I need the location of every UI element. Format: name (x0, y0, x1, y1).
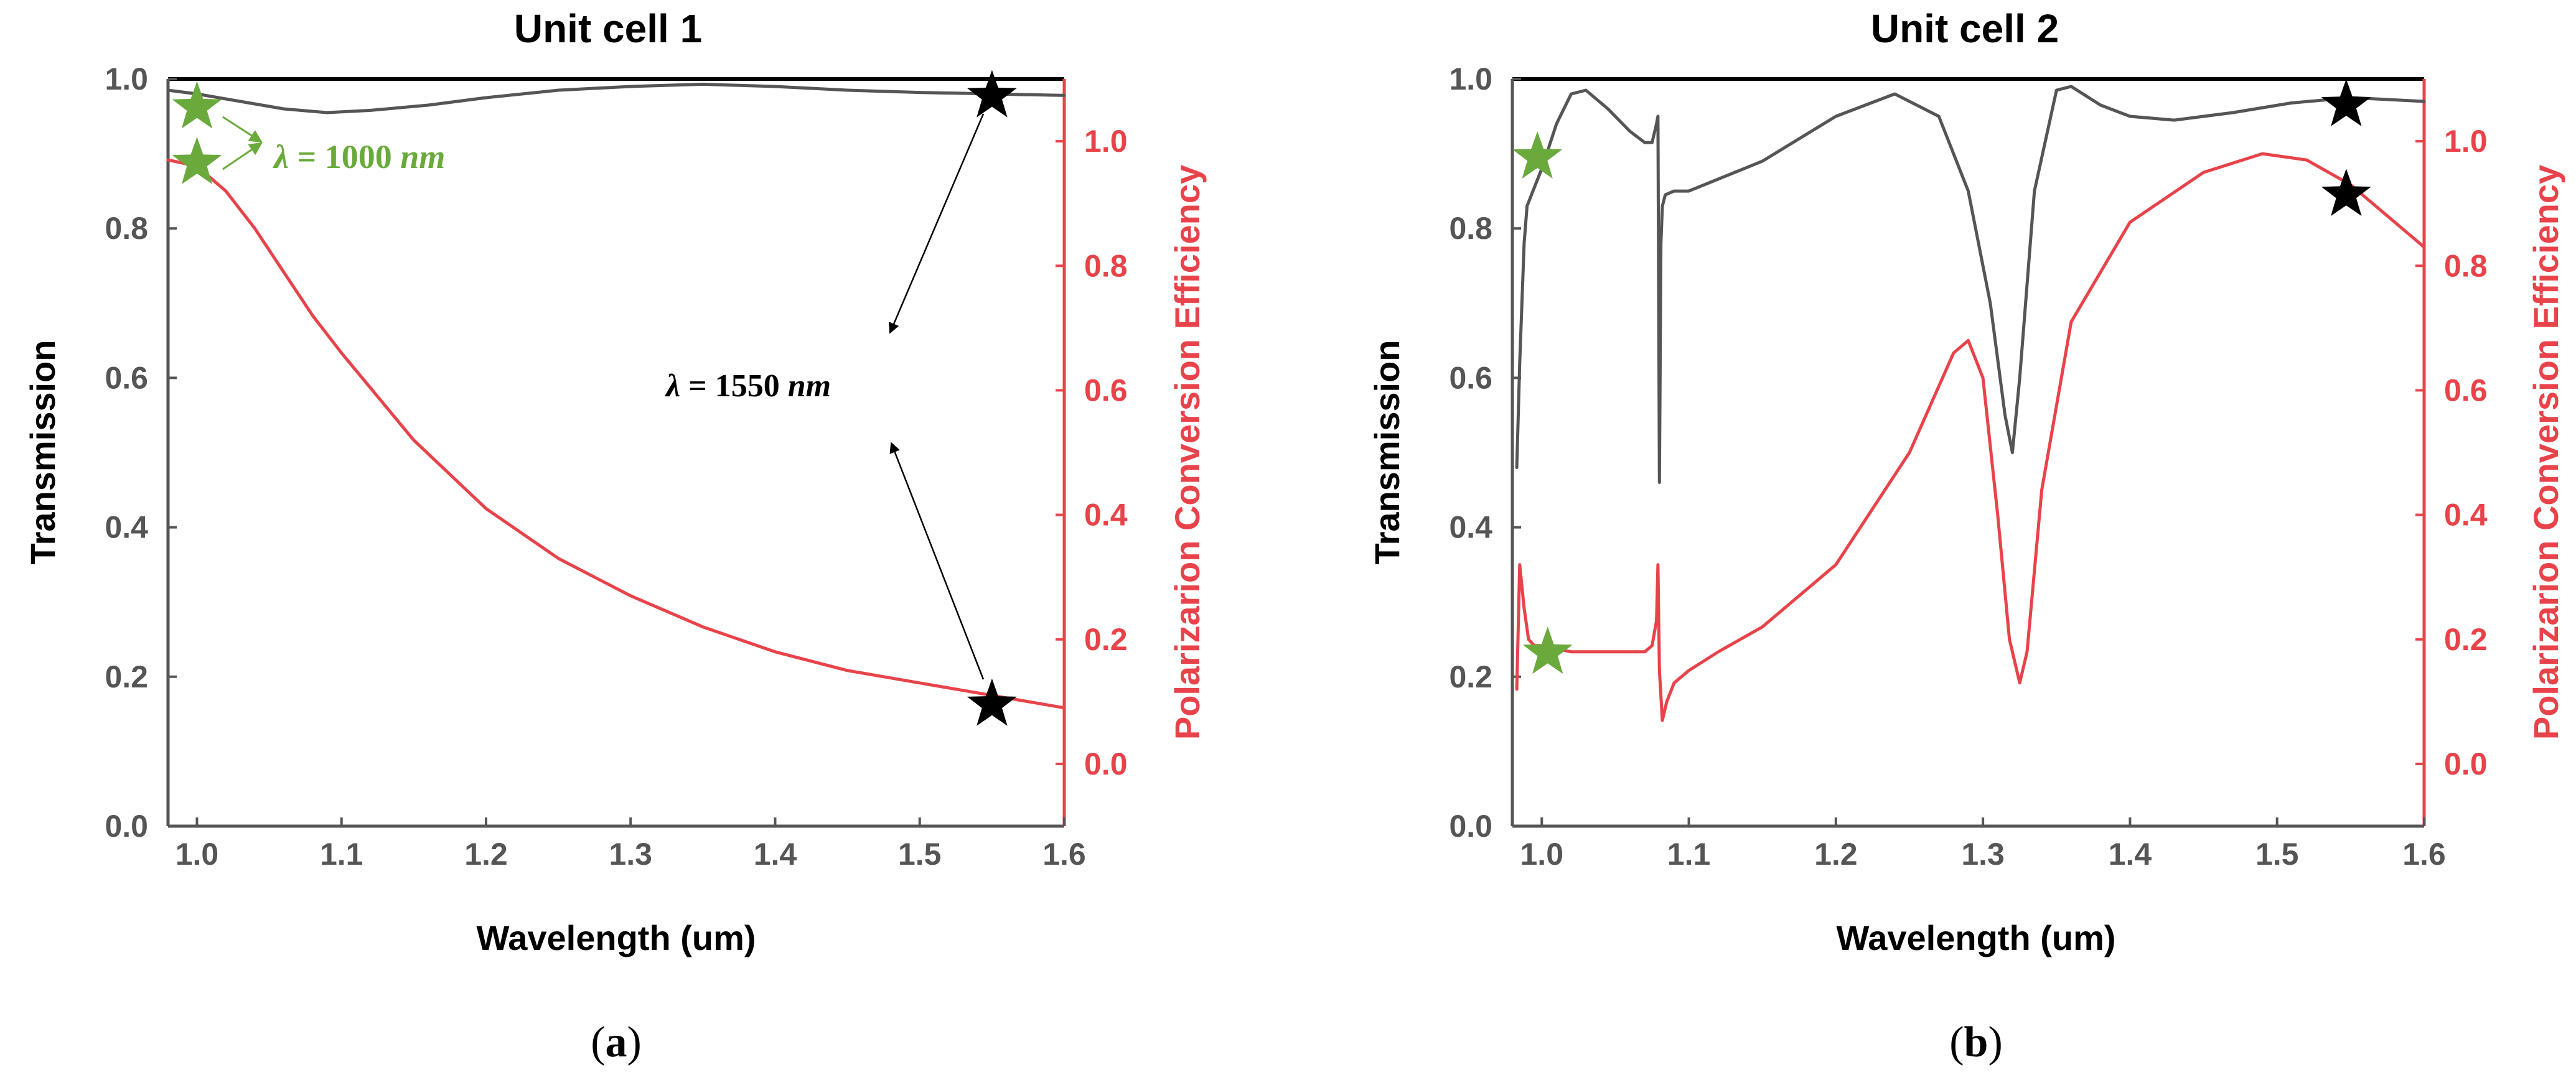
x-tick-label: 1.5 (2255, 837, 2299, 872)
x-tick-label: 1.5 (898, 837, 942, 872)
svg-text:λ = 1550 nm: λ = 1550 nm (665, 368, 831, 404)
y2-tick-label: 0.0 (1084, 747, 1128, 781)
y-tick-label: 0.0 (105, 809, 148, 844)
y-tick-label: 0.8 (1449, 211, 1492, 246)
annotation-value: = 1550 (680, 368, 788, 404)
y-tick-label: 0.8 (105, 211, 148, 246)
green-star-marker (172, 81, 222, 129)
panel-label: (a) (591, 1018, 642, 1066)
y-tick-label: 0.6 (105, 360, 148, 395)
annotation-unit: nm (400, 138, 445, 175)
x-tick-label: 1.0 (176, 837, 219, 872)
y2-tick-label: 0.0 (2444, 747, 2488, 781)
y2-tick-label: 0.2 (2444, 622, 2488, 657)
x-tick-label: 1.1 (1667, 837, 1711, 872)
annotation-symbol: λ (665, 368, 680, 404)
y2-axis-label: Polarizarion Conversion Efficiency (1168, 165, 1207, 740)
black-star-marker (2321, 79, 2371, 126)
black-star-marker (2321, 169, 2371, 216)
annotation-symbol: λ (273, 138, 289, 175)
black-star-marker (967, 678, 1017, 726)
y2-tick-label: 0.2 (1084, 622, 1128, 657)
x-tick-label: 1.4 (2109, 837, 2152, 872)
green-star-marker (172, 137, 222, 185)
y-axis-label: Transmission (1367, 340, 1407, 564)
panel-b: Unit cell 2 1.0 1.1 1.2 1.3 1.4 1.5 1.6 0.0 0.2… (1367, 6, 2565, 1066)
pce-series-line (166, 158, 1066, 710)
y-tick-label: 0.6 (1449, 360, 1492, 395)
x-tick-label: 1.2 (1814, 837, 1858, 872)
chart-title: Unit cell 2 (1871, 6, 2059, 51)
pce-series-line (1515, 152, 2426, 722)
svg-text:λ = 1000 nm: λ = 1000 nm (273, 138, 445, 175)
y2-tick-label: 0.6 (1084, 373, 1128, 407)
annotation-unit: nm (788, 368, 831, 404)
y2-tick-label: 0.6 (2444, 373, 2488, 407)
annotation-arrow (889, 113, 985, 334)
annotation-lambda-1550: λ = 1550 nm (665, 113, 985, 680)
y-tick-label: 1.0 (1449, 62, 1492, 96)
transmission-series-line (1515, 85, 2426, 484)
y-tick-label: 0.4 (1449, 510, 1492, 545)
green-star-marker (1512, 131, 1563, 179)
x-axis-label: Wavelength (um) (476, 918, 756, 957)
x-tick-label: 1.4 (754, 837, 797, 872)
x-tick-label: 1.6 (1042, 837, 1086, 872)
y2-tick-label: 0.8 (1084, 248, 1128, 283)
annotation-arrow (889, 442, 985, 680)
annotation-value: = 1000 (289, 138, 400, 175)
y2-tick-label: 1.0 (2444, 124, 2488, 159)
x-tick-label: 1.3 (609, 837, 652, 872)
x-axis-label: Wavelength (um) (1836, 918, 2115, 957)
y2-axis-label: Polarizarion Conversion Efficiency (2526, 165, 2565, 740)
x-tick-label: 1.3 (1961, 837, 2005, 872)
plot-area (166, 77, 1066, 828)
green-star-marker (1522, 626, 1573, 674)
x-tick-label: 1.0 (1520, 837, 1564, 872)
x-tick-label: 1.2 (464, 837, 508, 872)
transmission-series-line (166, 82, 1066, 114)
chart-title: Unit cell 1 (514, 6, 702, 51)
y-tick-label: 0.2 (105, 659, 148, 694)
y-tick-label: 1.0 (105, 62, 148, 96)
y-tick-label: 0.4 (105, 510, 148, 545)
y2-tick-label: 1.0 (1084, 124, 1128, 159)
y2-tick-label: 0.8 (2444, 248, 2488, 283)
y-tick-label: 0.0 (1449, 809, 1492, 844)
annotation-lambda-1000: λ = 1000 nm (222, 116, 445, 175)
y-axis-label: Transmission (23, 340, 62, 564)
panel-label: (b) (1949, 1018, 2003, 1066)
annotation-arrow (222, 116, 263, 143)
x-tick-label: 1.6 (2402, 837, 2446, 872)
y2-tick-label: 0.4 (1084, 498, 1128, 533)
y-tick-label: 0.2 (1449, 659, 1492, 694)
panel-a: Unit cell 1 1.0 1.1 1.2 1.3 1.4 1.5 1.6 0.0 0.2… (23, 6, 1207, 1066)
black-star-marker (967, 70, 1017, 118)
plot-area (1510, 77, 2426, 828)
y2-tick-label: 0.4 (2444, 498, 2488, 533)
x-tick-label: 1.1 (320, 837, 363, 872)
annotation-arrow (222, 142, 263, 170)
